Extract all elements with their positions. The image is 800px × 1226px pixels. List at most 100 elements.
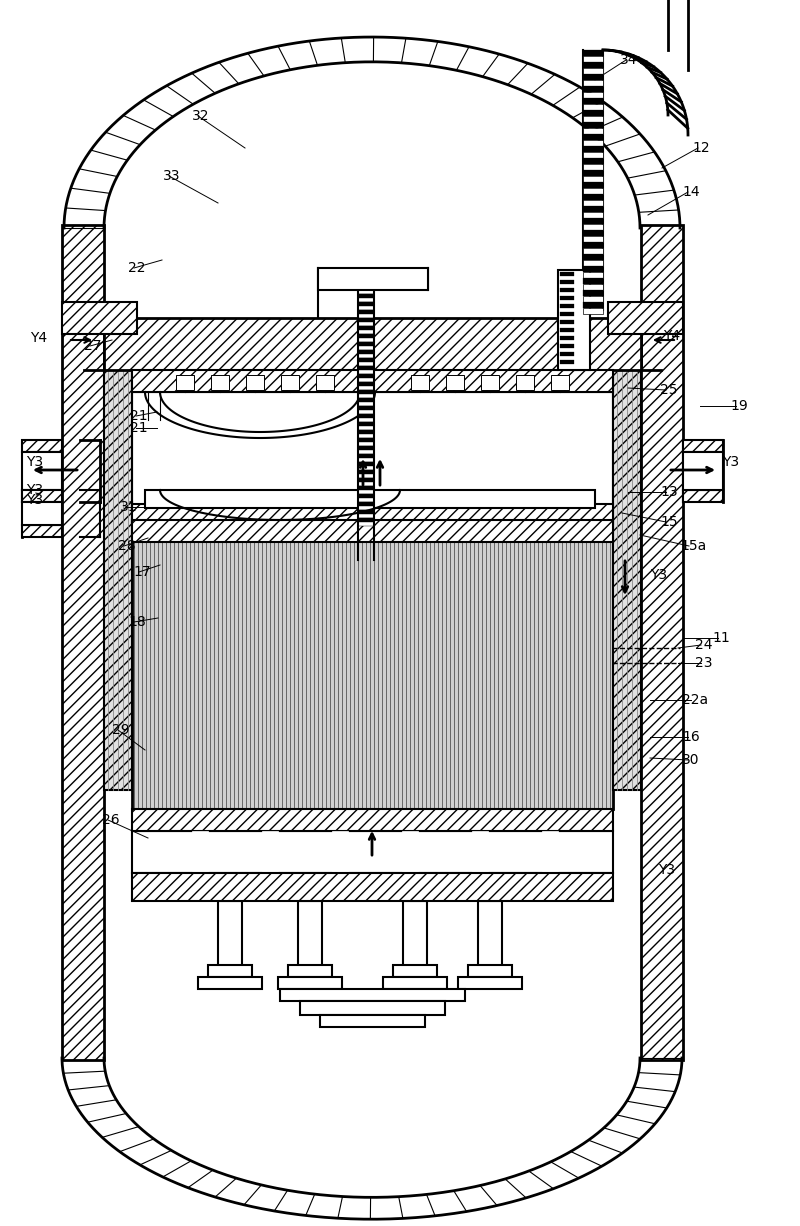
Bar xyxy=(358,346,374,349)
Bar xyxy=(358,306,374,310)
Text: 28: 28 xyxy=(118,539,136,553)
Bar xyxy=(583,128,603,134)
Text: 32: 32 xyxy=(192,109,210,123)
Bar xyxy=(132,809,613,831)
Bar xyxy=(583,177,603,181)
Bar xyxy=(316,375,334,390)
Bar xyxy=(446,375,464,390)
Bar xyxy=(583,212,603,218)
Text: 16: 16 xyxy=(682,729,700,744)
Bar xyxy=(583,50,603,56)
Bar xyxy=(358,450,374,454)
Bar xyxy=(358,485,374,490)
Bar xyxy=(22,525,62,537)
Bar xyxy=(583,302,603,308)
Bar xyxy=(358,478,374,482)
Bar xyxy=(358,386,374,390)
Text: Y3: Y3 xyxy=(26,483,43,497)
Bar xyxy=(358,425,374,430)
Bar xyxy=(132,392,613,510)
Text: 22: 22 xyxy=(128,261,146,275)
Bar xyxy=(358,349,374,354)
Text: 27: 27 xyxy=(84,340,102,353)
Bar xyxy=(132,370,613,392)
Bar xyxy=(300,1000,445,1015)
Bar xyxy=(358,358,374,362)
Bar xyxy=(208,965,252,977)
Bar xyxy=(22,490,62,501)
Bar xyxy=(358,310,374,314)
Bar xyxy=(583,63,603,67)
Bar xyxy=(358,314,374,318)
Bar xyxy=(583,67,603,74)
Bar xyxy=(358,506,374,510)
Bar xyxy=(558,270,590,370)
Bar xyxy=(516,375,534,390)
Bar xyxy=(358,354,374,358)
Text: 34: 34 xyxy=(620,53,638,67)
Bar xyxy=(358,446,374,450)
Bar xyxy=(358,278,374,282)
Text: 18: 18 xyxy=(128,615,146,629)
Bar xyxy=(583,116,603,123)
Bar xyxy=(280,989,465,1000)
Text: 15: 15 xyxy=(660,515,678,528)
Bar xyxy=(22,490,62,501)
Bar xyxy=(583,80,603,86)
Bar xyxy=(211,375,229,390)
Bar xyxy=(132,520,613,542)
Bar xyxy=(468,965,512,977)
Bar xyxy=(583,218,603,224)
Bar xyxy=(278,977,342,989)
Bar xyxy=(560,352,574,356)
Text: 15a: 15a xyxy=(680,539,706,553)
Bar xyxy=(583,92,603,98)
Bar xyxy=(478,901,502,966)
Bar xyxy=(583,110,603,116)
Bar xyxy=(358,462,374,466)
Bar xyxy=(358,510,374,514)
Bar xyxy=(358,370,374,374)
Bar xyxy=(583,206,603,212)
Bar xyxy=(583,242,603,248)
Bar xyxy=(132,504,613,524)
Bar xyxy=(542,831,558,873)
Bar xyxy=(641,226,683,1060)
Bar xyxy=(358,322,374,326)
Bar xyxy=(358,291,374,294)
Bar xyxy=(583,308,603,314)
Bar xyxy=(551,375,569,390)
Bar xyxy=(613,370,641,790)
Bar xyxy=(583,200,603,206)
Bar xyxy=(383,977,447,989)
Bar xyxy=(104,318,641,370)
Bar xyxy=(458,977,522,989)
Bar xyxy=(288,965,332,977)
Bar xyxy=(358,474,374,478)
Text: 33: 33 xyxy=(163,169,181,183)
Bar xyxy=(560,320,574,324)
Bar xyxy=(358,490,374,494)
Bar xyxy=(358,443,374,446)
Text: 26: 26 xyxy=(102,813,120,828)
Bar xyxy=(358,514,374,519)
Bar xyxy=(583,235,603,242)
Bar xyxy=(583,266,603,272)
Bar xyxy=(262,831,278,873)
Bar xyxy=(560,360,574,364)
Bar xyxy=(683,440,723,452)
Bar xyxy=(583,56,603,63)
Bar xyxy=(583,254,603,260)
Bar xyxy=(62,226,104,1060)
Bar xyxy=(176,375,194,390)
Bar xyxy=(358,409,374,414)
Bar xyxy=(358,330,374,333)
Bar xyxy=(560,295,574,300)
Bar xyxy=(583,248,603,254)
Bar xyxy=(560,345,574,348)
Text: 19: 19 xyxy=(730,398,748,413)
Bar xyxy=(358,390,374,394)
Bar xyxy=(560,280,574,284)
Bar xyxy=(358,494,374,498)
Bar xyxy=(358,406,374,409)
